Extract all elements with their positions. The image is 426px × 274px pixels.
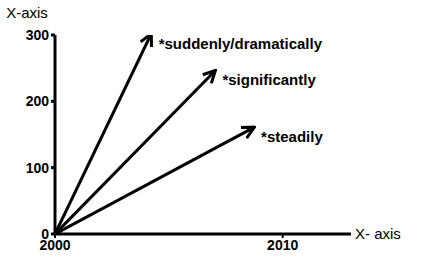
svg-text:2000: 2000 — [39, 236, 71, 253]
svg-text:*suddenly/dramatically: *suddenly/dramatically — [159, 35, 323, 52]
svg-text:200: 200 — [26, 93, 50, 109]
svg-text:0: 0 — [41, 226, 49, 242]
svg-text:X- axis: X- axis — [355, 225, 401, 242]
svg-text:*significantly: *significantly — [222, 71, 316, 88]
svg-text:100: 100 — [26, 160, 50, 176]
svg-text:X-axis: X-axis — [6, 4, 48, 21]
svg-text:2010: 2010 — [267, 237, 298, 253]
svg-text:300: 300 — [26, 27, 50, 43]
svg-text:*steadily: *steadily — [261, 128, 323, 145]
